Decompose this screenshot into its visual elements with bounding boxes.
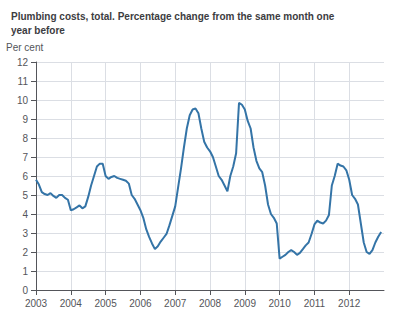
svg-text:2010: 2010 bbox=[268, 298, 291, 309]
svg-text:2008: 2008 bbox=[199, 298, 222, 309]
svg-text:4: 4 bbox=[22, 209, 28, 220]
svg-text:Plumbing costs, total. Percent: Plumbing costs, total. Percentage change… bbox=[11, 11, 335, 22]
svg-text:2011: 2011 bbox=[304, 298, 326, 309]
svg-text:9: 9 bbox=[22, 114, 28, 125]
svg-text:5: 5 bbox=[22, 190, 28, 201]
svg-text:2009: 2009 bbox=[234, 298, 257, 309]
svg-text:2004: 2004 bbox=[60, 298, 83, 309]
svg-text:2005: 2005 bbox=[94, 298, 117, 309]
svg-text:year before: year before bbox=[11, 25, 65, 36]
svg-text:2012: 2012 bbox=[338, 298, 361, 309]
svg-text:10: 10 bbox=[17, 95, 29, 106]
svg-text:6: 6 bbox=[22, 171, 28, 182]
svg-text:2003: 2003 bbox=[25, 298, 48, 309]
svg-text:11: 11 bbox=[18, 76, 29, 87]
svg-text:2006: 2006 bbox=[129, 298, 152, 309]
svg-text:Per cent: Per cent bbox=[6, 42, 43, 53]
svg-text:2007: 2007 bbox=[164, 298, 187, 309]
svg-text:3: 3 bbox=[22, 228, 28, 239]
svg-text:7: 7 bbox=[22, 152, 28, 163]
svg-text:12: 12 bbox=[17, 57, 29, 68]
svg-text:8: 8 bbox=[22, 133, 28, 144]
svg-text:1: 1 bbox=[22, 266, 28, 277]
svg-text:2: 2 bbox=[22, 247, 28, 258]
svg-text:0: 0 bbox=[22, 285, 28, 296]
